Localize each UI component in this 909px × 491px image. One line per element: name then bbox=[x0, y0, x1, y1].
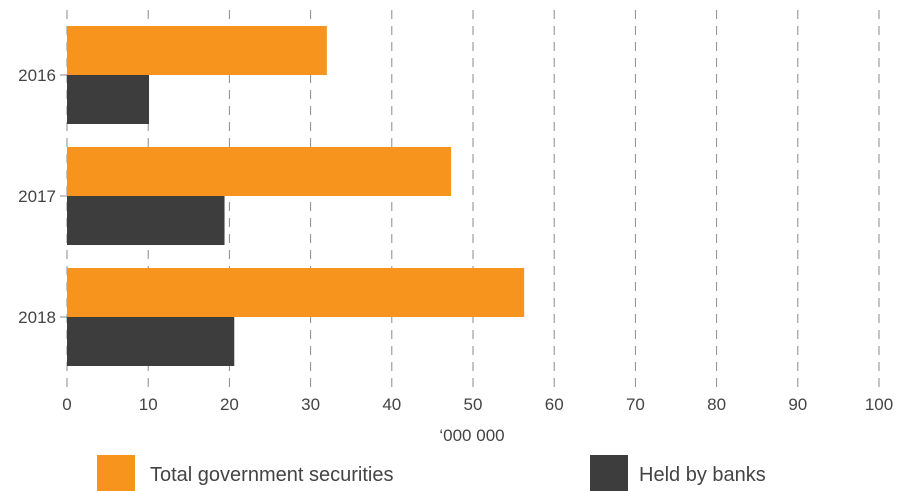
x-tick-label-10: 100 bbox=[865, 395, 893, 414]
x-tick-label-7: 70 bbox=[626, 395, 645, 414]
category-label-2018: 2018 bbox=[18, 308, 56, 327]
x-tick-label-8: 80 bbox=[707, 395, 726, 414]
x-tick-label-2: 20 bbox=[220, 395, 239, 414]
category-axis: 2016 2017 2018 bbox=[18, 66, 67, 327]
bar-total-government-securities-2016 bbox=[67, 26, 327, 75]
legend-swatch-held-by-banks bbox=[590, 455, 628, 491]
x-tick-label-3: 30 bbox=[301, 395, 320, 414]
legend-swatch-total-government-securities bbox=[97, 455, 135, 491]
legend-label-held-by-banks: Held by banks bbox=[639, 464, 766, 486]
bar-total-government-securities-2017 bbox=[67, 147, 452, 196]
x-tick-label-4: 40 bbox=[382, 395, 401, 414]
bar-total-government-securities-2018 bbox=[67, 268, 525, 317]
x-tick-label-6: 60 bbox=[545, 395, 564, 414]
bar-held-by-banks-2018 bbox=[67, 317, 235, 366]
bar-held-by-banks-2016 bbox=[67, 75, 150, 124]
x-tick-label-9: 90 bbox=[788, 395, 807, 414]
category-label-2017: 2017 bbox=[18, 187, 56, 206]
x-tick-label-5: 50 bbox=[464, 395, 483, 414]
legend-label-total-government-securities: Total government securities bbox=[150, 464, 393, 486]
bars bbox=[67, 26, 525, 366]
bar-held-by-banks-2017 bbox=[67, 196, 225, 245]
category-label-2016: 2016 bbox=[18, 66, 56, 85]
x-tick-label-0: 0 bbox=[62, 395, 71, 414]
x-tick-label-1: 10 bbox=[139, 395, 158, 414]
legend: Total government securities Held by bank… bbox=[97, 455, 766, 491]
x-axis: 0 10 20 30 40 50 60 70 80 90 100 bbox=[62, 395, 893, 414]
x-axis-title: ‘000 000 bbox=[439, 426, 504, 445]
